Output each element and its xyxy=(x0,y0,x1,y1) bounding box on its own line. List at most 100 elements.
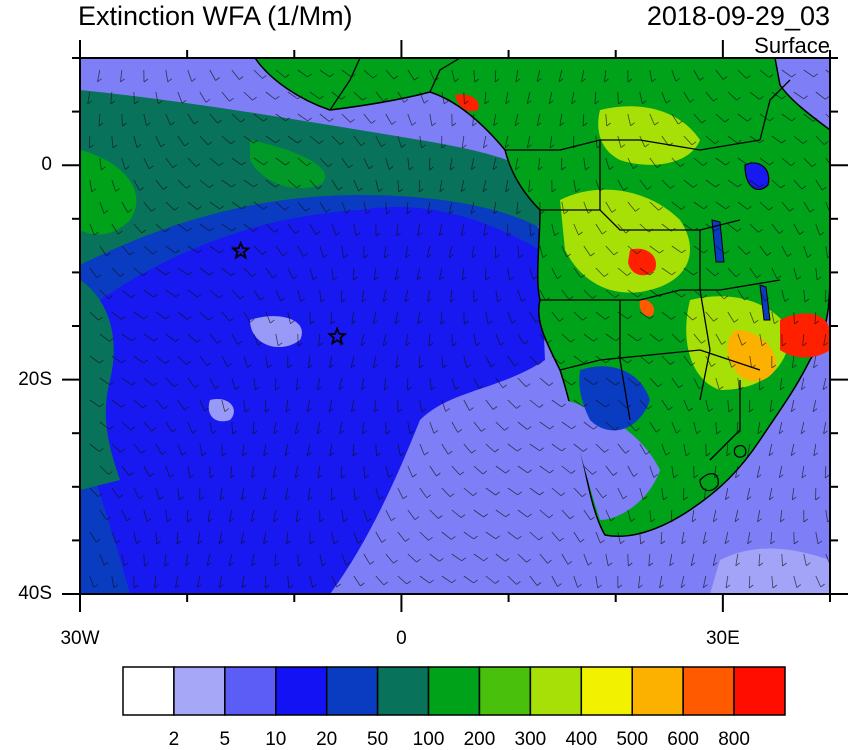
wind-barb xyxy=(275,157,286,166)
wind-barb-flag xyxy=(184,142,189,147)
wind-barb xyxy=(737,289,745,301)
wind-barb xyxy=(441,531,452,540)
wind-barb-flag xyxy=(307,408,312,413)
wind-barb-flag xyxy=(671,315,676,320)
wind-barb xyxy=(813,355,817,368)
wind-barb xyxy=(427,289,431,302)
wind-barb xyxy=(649,509,652,522)
wind-barb-flag xyxy=(627,315,632,320)
wind-barb-flag xyxy=(737,183,742,188)
wind-barb-flag xyxy=(747,161,752,166)
ocean-speckle xyxy=(208,399,234,422)
wind-barb xyxy=(485,311,489,324)
wind-barb xyxy=(627,245,638,255)
wind-barb xyxy=(275,245,284,256)
wind-barb-flag xyxy=(407,386,412,391)
wind-barb xyxy=(771,135,782,144)
wind-barb-flag xyxy=(339,342,344,347)
wind-barb xyxy=(473,69,476,83)
wind-barb-flag xyxy=(611,209,617,213)
wind-barb-flag xyxy=(395,276,400,281)
wind-barb-flag xyxy=(476,342,481,347)
wind-barb-flag xyxy=(533,276,538,280)
wind-barb xyxy=(747,531,751,544)
wind-barb-flag xyxy=(761,342,767,347)
wind-barb-flag xyxy=(297,95,302,100)
wind-barb-flag xyxy=(784,298,790,302)
wind-barb xyxy=(441,443,449,455)
wind-barb-flag xyxy=(461,557,466,562)
wind-barb xyxy=(539,553,548,564)
wind-barb xyxy=(165,245,176,254)
wind-barb xyxy=(749,267,758,279)
wind-barb-flag xyxy=(482,470,488,475)
wind-barb-flag xyxy=(329,73,334,78)
wind-barb-flag xyxy=(696,430,701,435)
wind-barb xyxy=(461,267,465,280)
wind-barb-flag xyxy=(758,562,764,567)
wind-barb-flag xyxy=(297,139,302,144)
wind-barb xyxy=(485,399,494,410)
wind-barb-flag xyxy=(528,188,533,193)
wind-barb-flag xyxy=(804,298,810,303)
wind-barb-flag xyxy=(312,584,317,588)
wind-barb xyxy=(231,113,242,123)
wind-barb xyxy=(319,69,330,78)
wind-barb xyxy=(429,377,432,390)
wind-barb-flag xyxy=(796,584,802,588)
wind-barb xyxy=(429,553,440,562)
wind-barb-flag xyxy=(515,78,521,83)
wind-barb xyxy=(419,531,429,541)
wind-barb xyxy=(715,289,725,300)
wind-barb-flag xyxy=(237,341,243,345)
wind-barb-flag xyxy=(384,254,389,259)
wind-barb xyxy=(243,91,253,101)
wind-barb xyxy=(693,157,704,166)
wind-barb xyxy=(561,289,570,300)
wind-barb xyxy=(583,245,591,257)
wind-barb-flag xyxy=(567,560,573,565)
plume-west-lobe xyxy=(80,280,120,490)
wind-barb xyxy=(735,465,739,478)
wind-barb-flag xyxy=(121,316,126,320)
wind-barb-flag xyxy=(320,298,326,303)
wind-barb-flag xyxy=(319,518,325,523)
y-tick-label: 20S xyxy=(18,368,52,390)
wind-barb-flag xyxy=(759,95,764,100)
wind-barb xyxy=(649,157,658,168)
wind-barb xyxy=(638,575,641,588)
wind-barb xyxy=(671,465,675,478)
wind-barb xyxy=(649,377,659,387)
wind-barb-flag xyxy=(635,427,640,432)
wind-barb xyxy=(253,157,264,166)
wind-barb xyxy=(671,157,681,167)
wind-barb xyxy=(419,399,423,412)
wind-barb-flag xyxy=(253,139,258,144)
wind-barb-flag xyxy=(758,228,763,233)
wind-barb-flag xyxy=(330,320,336,325)
wind-barb-flag xyxy=(375,232,381,237)
wind-barb-flag xyxy=(768,206,773,211)
wind-barb-flag xyxy=(196,584,202,589)
wind-barb-flag xyxy=(228,562,234,567)
wind-barb xyxy=(529,443,540,452)
wind-barb xyxy=(539,333,548,344)
wind-barb xyxy=(439,267,443,280)
wind-barb xyxy=(407,553,417,563)
star-marker xyxy=(230,240,251,260)
wind-barb xyxy=(341,201,347,214)
wind-barb-flag xyxy=(417,320,422,325)
wind-barb xyxy=(341,157,350,169)
colorbar-swatch xyxy=(580,666,633,716)
wind-barb-flag xyxy=(209,474,215,479)
wind-barb xyxy=(363,69,374,79)
colorbar-swatch xyxy=(478,666,532,716)
wind-barb xyxy=(155,399,165,410)
wind-barb xyxy=(231,333,239,345)
wind-barb xyxy=(121,553,125,566)
wind-barb xyxy=(219,487,223,500)
wind-barb-flag xyxy=(441,144,446,149)
wind-barb-flag xyxy=(292,275,298,280)
wind-barb-flag xyxy=(284,452,290,457)
colorbar-label: 400 xyxy=(565,729,598,750)
